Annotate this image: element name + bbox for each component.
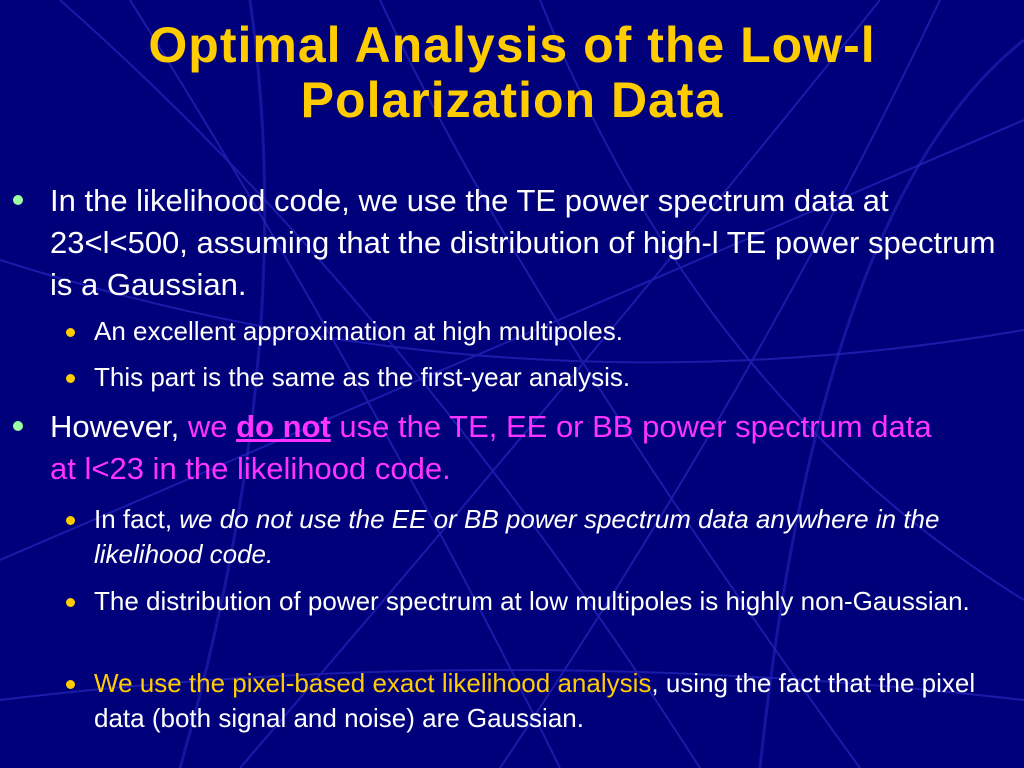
bullet-1a-text: An excellent approximation at high multi… — [94, 316, 623, 346]
bullet-1: In the likelihood code, we use the TE po… — [13, 180, 1010, 306]
bullet-2b-text: The distribution of power spectrum at lo… — [94, 586, 970, 616]
bullet-2a-lead: In fact, — [94, 504, 180, 534]
bullet-dot-icon — [13, 421, 23, 431]
bullet-2a-italic: we do not use the EE or BB power spectru… — [94, 504, 940, 569]
bullet-2c-highlight: We use the pixel-based exact likelihood … — [94, 668, 652, 698]
bullet-1b: This part is the same as the first-year … — [66, 360, 994, 395]
bullet-2-emphasis-b: use the TE, EE or BB power spectrum data… — [50, 409, 932, 486]
bullet-2-emphasis-a: we — [187, 409, 237, 444]
bullet-2-lead: However, — [50, 409, 188, 444]
bullet-dot-icon — [66, 680, 75, 689]
bullet-1a: An excellent approximation at high multi… — [66, 314, 994, 349]
bullet-dot-icon — [66, 328, 75, 337]
bullet-dot-icon — [13, 195, 23, 205]
bullet-2c-rest: , using the fact that the pixel data (bo… — [94, 668, 976, 733]
bullet-2: However, we do not use the TE, EE or BB … — [13, 406, 950, 490]
bullet-2b: The distribution of power spectrum at lo… — [66, 584, 1019, 619]
bullet-1-text: In the likelihood code, we use the TE po… — [50, 183, 996, 302]
bullet-1b-text: This part is the same as the first-year … — [94, 362, 631, 392]
bullet-dot-icon — [66, 516, 75, 525]
bullet-2-do-not: do not — [236, 409, 331, 444]
bullet-dot-icon — [66, 374, 75, 383]
bullet-2a: In fact, we do not use the EE or BB powe… — [66, 502, 994, 572]
slide-title: Optimal Analysis of the Low-l Polarizati… — [148, 17, 876, 128]
bullet-2c: We use the pixel-based exact likelihood … — [66, 666, 1014, 736]
bullet-dot-icon — [66, 598, 75, 607]
